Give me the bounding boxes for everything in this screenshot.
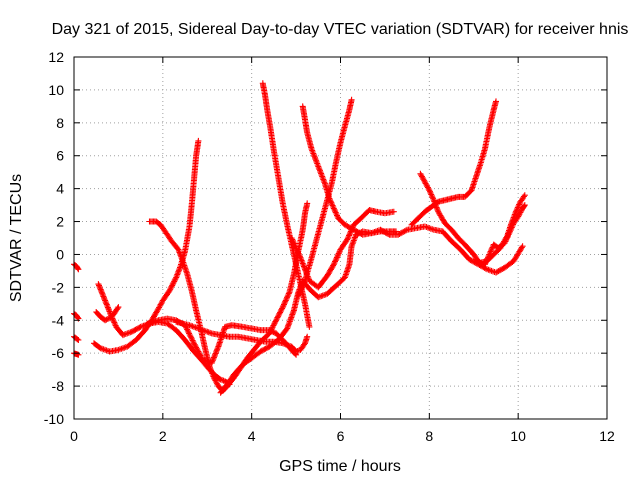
y-axis-label: SDTVAR / TECUs <box>8 174 25 302</box>
y-tick-label: -2 <box>52 279 65 295</box>
y-tick-label: 8 <box>56 115 64 131</box>
x-tick-label: 6 <box>337 428 345 444</box>
y-tick-label: -6 <box>52 345 65 361</box>
y-tick-label: 4 <box>56 181 64 197</box>
x-tick-label: 12 <box>599 428 615 444</box>
axis-ticks <box>73 56 608 420</box>
grid-lines <box>74 57 607 419</box>
data-series-17 <box>408 98 499 228</box>
x-axis-label: GPS time / hours <box>279 458 401 475</box>
data-series-3 <box>71 333 82 343</box>
data-series-13 <box>299 103 526 276</box>
chart-title: Day 321 of 2015, Sidereal Day-to-day VTE… <box>52 21 629 38</box>
x-tick-label: 8 <box>425 428 433 444</box>
x-tick-label: 2 <box>159 428 167 444</box>
data-series-layer <box>71 80 528 396</box>
y-tick-label: -8 <box>52 378 65 394</box>
axis-tick-labels: 0 2 4 6 8 10 12 -10 -8 -6 -4 -2 0 2 4 6 8 10 12 <box>44 49 615 444</box>
x-tick-label: 0 <box>70 428 78 444</box>
y-tick-label: 12 <box>48 49 64 65</box>
y-tick-label: 0 <box>56 246 64 262</box>
data-series-1 <box>71 261 82 273</box>
y-tick-label: -10 <box>44 411 64 427</box>
data-series-4 <box>71 350 82 358</box>
data-series-12 <box>259 80 313 330</box>
x-tick-label: 10 <box>510 428 526 444</box>
y-tick-label: 2 <box>56 214 64 230</box>
data-series-15 <box>295 96 355 299</box>
y-tick-label: 10 <box>48 82 64 98</box>
data-series-18 <box>473 192 528 266</box>
x-tick-label: 4 <box>248 428 256 444</box>
y-tick-label: 6 <box>56 148 64 164</box>
y-tick-label: -4 <box>52 312 65 328</box>
